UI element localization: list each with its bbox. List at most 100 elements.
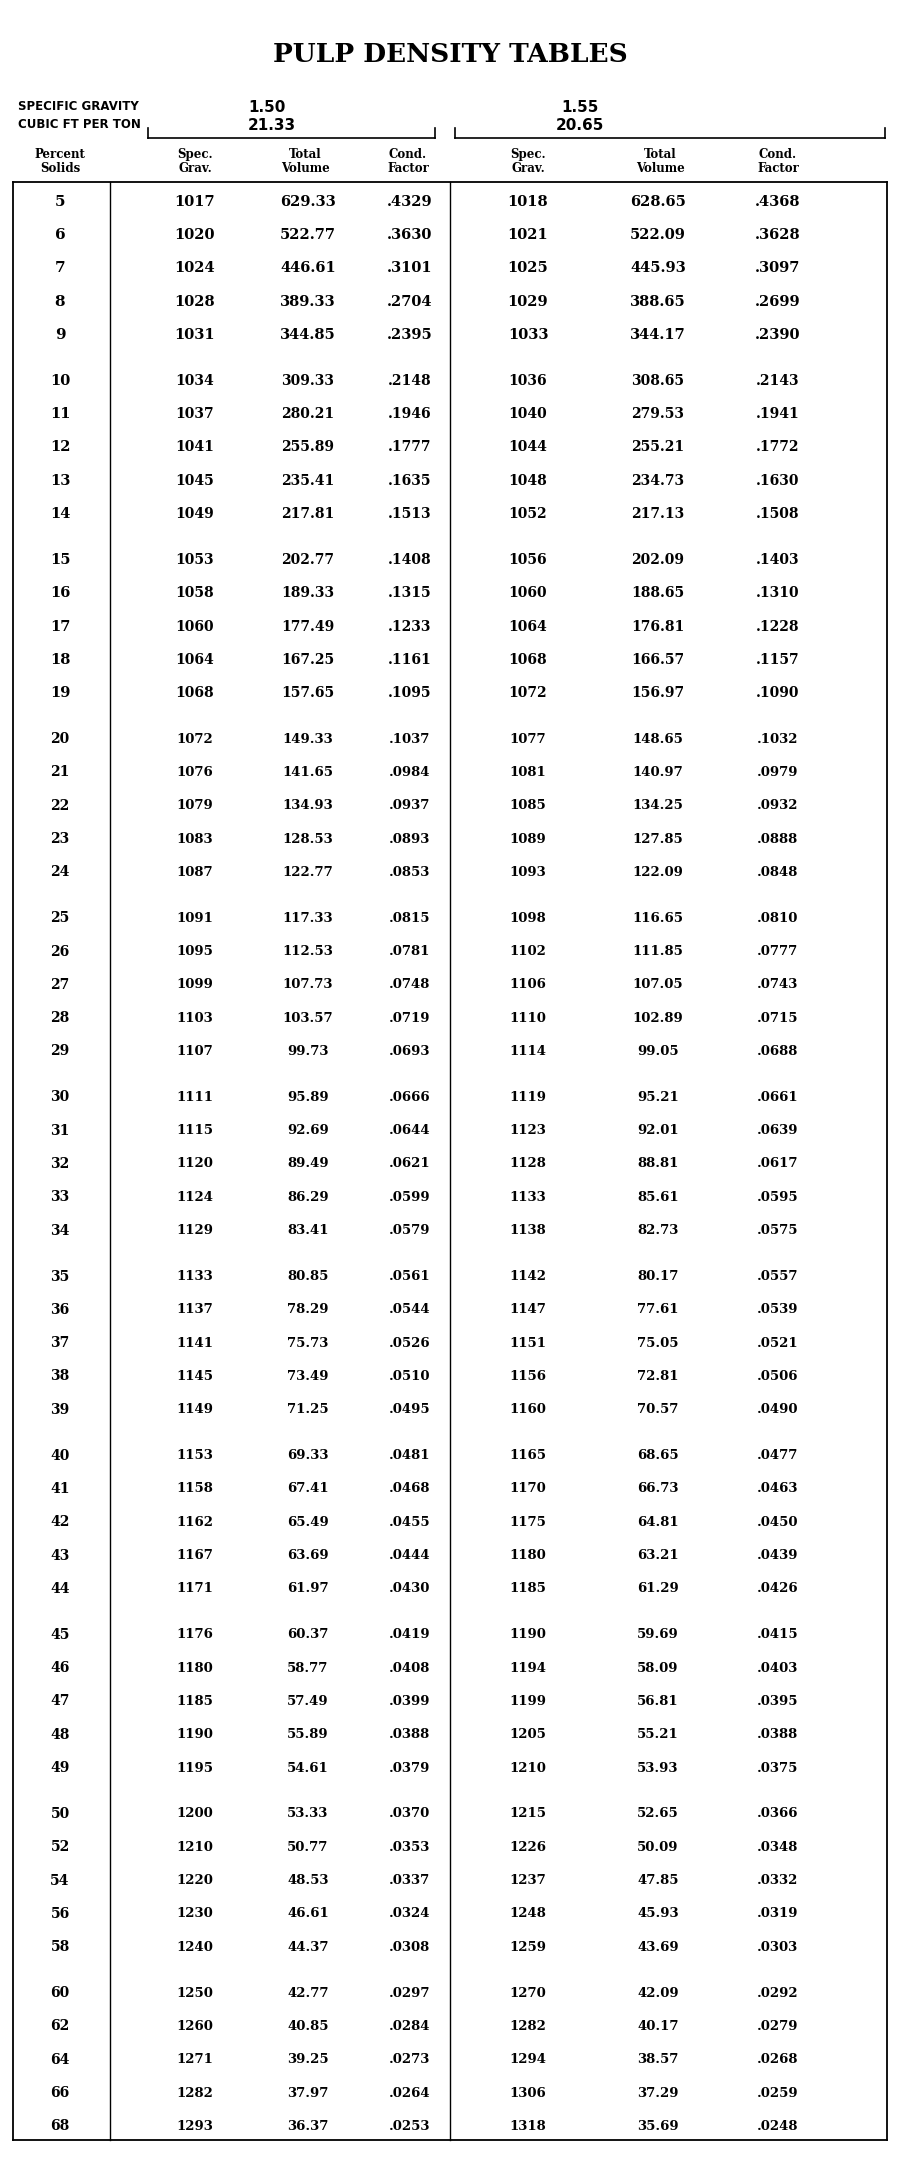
- Text: .0557: .0557: [757, 1271, 799, 1284]
- Text: .1635: .1635: [388, 474, 432, 487]
- Text: 1306: 1306: [509, 2087, 546, 2100]
- Text: 1077: 1077: [509, 733, 546, 746]
- Text: 75.73: 75.73: [287, 1336, 328, 1349]
- Text: 63.21: 63.21: [637, 1549, 679, 1562]
- Text: 167.25: 167.25: [282, 653, 335, 666]
- Text: 1200: 1200: [176, 1808, 213, 1821]
- Text: .2699: .2699: [755, 294, 801, 309]
- Text: 20.65: 20.65: [556, 118, 604, 133]
- Text: 62: 62: [50, 2019, 69, 2032]
- Text: 1.50: 1.50: [248, 100, 285, 115]
- Text: 1031: 1031: [175, 329, 215, 342]
- Text: 1076: 1076: [176, 766, 213, 779]
- Text: .1095: .1095: [388, 685, 432, 701]
- Text: 1083: 1083: [176, 833, 213, 846]
- Text: 41: 41: [50, 1482, 70, 1495]
- Text: 202.77: 202.77: [282, 553, 335, 568]
- Text: .0477: .0477: [757, 1449, 798, 1462]
- Text: .2143: .2143: [756, 374, 800, 387]
- Text: 1167: 1167: [176, 1549, 213, 1562]
- Text: 1270: 1270: [509, 1987, 546, 2000]
- Text: Solids: Solids: [40, 161, 80, 174]
- Text: 1153: 1153: [176, 1449, 213, 1462]
- Text: 1250: 1250: [176, 1987, 213, 2000]
- Text: 42: 42: [50, 1514, 69, 1530]
- Text: .0408: .0408: [390, 1662, 431, 1676]
- Text: 1017: 1017: [175, 194, 215, 209]
- Text: 148.65: 148.65: [633, 733, 683, 746]
- Text: 1138: 1138: [509, 1225, 546, 1238]
- Text: 1180: 1180: [176, 1662, 213, 1676]
- Text: 58.77: 58.77: [287, 1662, 328, 1676]
- Text: .0490: .0490: [757, 1404, 799, 1417]
- Text: .0544: .0544: [389, 1303, 431, 1316]
- Text: .1315: .1315: [388, 585, 432, 601]
- Text: 1142: 1142: [509, 1271, 546, 1284]
- Text: .0893: .0893: [390, 833, 431, 846]
- Text: 95.89: 95.89: [287, 1090, 328, 1103]
- Text: 1110: 1110: [509, 1012, 546, 1025]
- Text: .3097: .3097: [755, 261, 801, 276]
- Text: 26: 26: [50, 944, 69, 960]
- Text: .0455: .0455: [389, 1517, 431, 1530]
- Text: 107.05: 107.05: [633, 979, 683, 992]
- Text: .1508: .1508: [756, 507, 800, 520]
- Text: .0748: .0748: [390, 979, 431, 992]
- Text: .1630: .1630: [756, 474, 800, 487]
- Text: 6: 6: [55, 228, 66, 242]
- Text: 1.55: 1.55: [562, 100, 598, 115]
- Text: .0848: .0848: [757, 866, 798, 879]
- Text: 344.85: 344.85: [280, 329, 336, 342]
- Text: 50.77: 50.77: [287, 1841, 328, 1854]
- Text: 37.97: 37.97: [287, 2087, 328, 2100]
- Text: 1205: 1205: [509, 1728, 546, 1741]
- Text: 134.25: 134.25: [633, 799, 683, 812]
- Text: 12: 12: [50, 440, 70, 455]
- Text: 54.61: 54.61: [287, 1763, 328, 1776]
- Text: 522.77: 522.77: [280, 228, 336, 242]
- Text: 95.21: 95.21: [637, 1090, 679, 1103]
- Text: 30: 30: [50, 1090, 69, 1105]
- Text: 46.61: 46.61: [287, 1908, 328, 1921]
- Text: 54: 54: [50, 1874, 69, 1887]
- Text: .1403: .1403: [756, 553, 800, 568]
- Text: .0468: .0468: [389, 1482, 431, 1495]
- Text: 21.33: 21.33: [248, 118, 296, 133]
- Text: .0388: .0388: [390, 1728, 430, 1741]
- Text: 42.77: 42.77: [287, 1987, 328, 2000]
- Text: 116.65: 116.65: [633, 912, 683, 925]
- Text: 1114: 1114: [509, 1044, 546, 1058]
- Text: 1087: 1087: [176, 866, 213, 879]
- Text: .0297: .0297: [389, 1987, 431, 2000]
- Text: 217.81: 217.81: [282, 507, 335, 520]
- Text: .0599: .0599: [389, 1190, 431, 1203]
- Text: 629.33: 629.33: [280, 194, 336, 209]
- Text: 43.69: 43.69: [637, 1941, 679, 1954]
- Text: Grav.: Grav.: [178, 161, 212, 174]
- Text: 111.85: 111.85: [633, 944, 683, 957]
- Text: .0666: .0666: [389, 1090, 431, 1103]
- Text: 1237: 1237: [509, 1874, 546, 1887]
- Text: 58.09: 58.09: [637, 1662, 679, 1676]
- Text: 34: 34: [50, 1223, 69, 1238]
- Text: 1190: 1190: [509, 1628, 546, 1641]
- Text: 522.09: 522.09: [630, 228, 686, 242]
- Text: 1111: 1111: [176, 1090, 213, 1103]
- Text: 53.33: 53.33: [287, 1808, 328, 1821]
- Text: .0284: .0284: [389, 2019, 431, 2032]
- Text: .0324: .0324: [389, 1908, 431, 1921]
- Text: 65.49: 65.49: [287, 1517, 328, 1530]
- Text: .1408: .1408: [388, 553, 432, 568]
- Text: 628.65: 628.65: [630, 194, 686, 209]
- Text: .0463: .0463: [757, 1482, 799, 1495]
- Text: 1098: 1098: [509, 912, 546, 925]
- Text: 1226: 1226: [509, 1841, 546, 1854]
- Text: 5: 5: [55, 194, 65, 209]
- Text: 1248: 1248: [509, 1908, 546, 1921]
- Text: 37.29: 37.29: [637, 2087, 679, 2100]
- Text: 1036: 1036: [508, 374, 547, 387]
- Text: 1095: 1095: [176, 944, 213, 957]
- Text: 1210: 1210: [509, 1763, 546, 1776]
- Text: 1151: 1151: [509, 1336, 546, 1349]
- Text: 1171: 1171: [176, 1582, 213, 1595]
